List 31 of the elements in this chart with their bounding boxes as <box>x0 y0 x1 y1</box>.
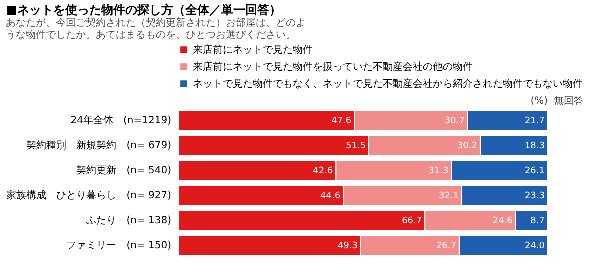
text: (%) <box>530 96 548 107</box>
y-tick-label: ファミリー (n= 150) <box>66 240 172 252</box>
y-tick-label: 契約更新 (n= 540) <box>76 164 172 176</box>
data-label: 42.6 <box>313 166 334 176</box>
legend-label: 来店前にネットで見た物件 <box>193 44 313 56</box>
data-label: 24.6 <box>492 216 514 226</box>
data-label: 66.7 <box>402 216 422 226</box>
text: 無回答 <box>554 95 584 107</box>
data-label: 26.7 <box>436 242 456 252</box>
data-label: 30.2 <box>457 142 478 152</box>
data-label: 44.6 <box>320 192 341 202</box>
y-tick-label: 24年全体 (n=1219) <box>70 114 172 126</box>
data-label: 47.6 <box>332 116 352 126</box>
y-tick-label: 契約種別 新規契約 (n= 679) <box>26 140 172 152</box>
data-label: 8.7 <box>530 216 545 226</box>
chart-subtitle: あなたが、今回ご契約された（契約更新された）お部屋は、どのような物件でしたか。あてはまるものを、ひとつお選びください。 <box>6 17 306 41</box>
data-label: 18.3 <box>524 142 545 152</box>
data-label: 26.1 <box>524 166 545 176</box>
chart-title: ■ネットを使った物件の探し方（全体／単一回答） <box>6 3 282 17</box>
data-label: 31.3 <box>428 166 449 176</box>
legend-label: 来店前にネットで見た物件を扱っていた不動産会社の他の物件 <box>193 61 473 73</box>
data-label: 21.7 <box>524 116 545 126</box>
data-label: 24.0 <box>524 242 546 252</box>
data-label: 49.3 <box>338 242 358 252</box>
data-label: 51.5 <box>346 142 366 152</box>
y-tick-label: 家族構成 ひとり暮らし (n= 927) <box>6 190 172 202</box>
data-label: 30.7 <box>444 116 465 126</box>
data-label: 32.1 <box>438 192 460 202</box>
data-label: 23.3 <box>524 192 545 202</box>
legend-label: ネットで見た物件でもなく、ネットで見た不動産会社から紹介された物件でもない物件 <box>193 78 583 90</box>
y-tick-label: ふたり (n= 138) <box>86 216 172 226</box>
